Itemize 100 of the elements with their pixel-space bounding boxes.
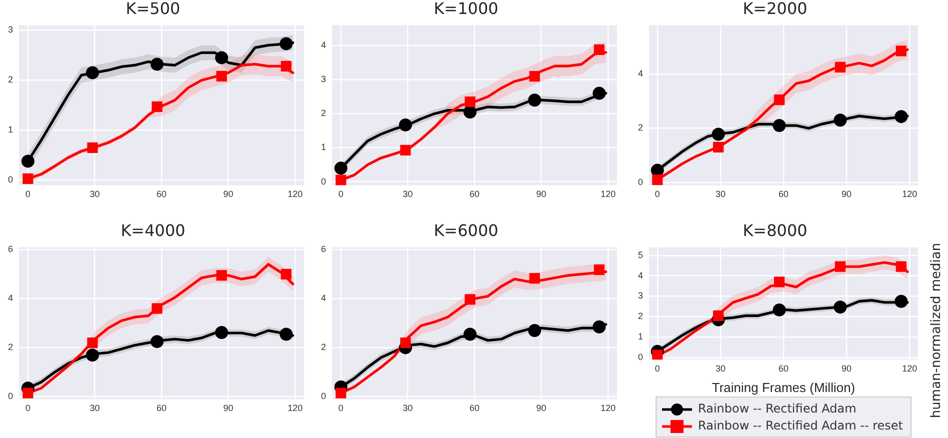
chart-title: K=1000 (434, 0, 498, 18)
x-tick-label: 120 (600, 403, 616, 414)
point (772, 119, 786, 132)
point (592, 320, 606, 334)
point (280, 60, 292, 72)
point (86, 348, 99, 362)
x-tick-label: 30 (90, 403, 100, 414)
y-tick-label: 0 (320, 391, 326, 402)
point (896, 46, 906, 56)
x-tick-label: 60 (469, 189, 480, 200)
y-tick-label: 4 (320, 293, 326, 304)
point (280, 37, 293, 50)
chart-title: K=6000 (434, 220, 498, 240)
x-tick-label: 30 (715, 189, 726, 200)
y-tick-label: 1 (8, 124, 14, 135)
legend-label: Rainbow -- Rectified Adam -- reset (698, 418, 904, 433)
x-tick-label: 90 (223, 189, 234, 200)
point (400, 144, 411, 156)
x-tick-label: 30 (90, 189, 100, 200)
point (87, 142, 98, 154)
x-tick-label: 60 (156, 403, 167, 414)
chart-title: K=2000 (742, 0, 808, 18)
x-tick-label: 120 (600, 189, 616, 200)
point (894, 110, 908, 124)
y-tick-label: 2 (638, 311, 644, 322)
point (529, 70, 540, 82)
x-tick-label: 120 (288, 403, 303, 414)
y-tick-label: 6 (320, 244, 326, 254)
y-tick-label: 2 (8, 342, 14, 352)
point (464, 96, 476, 108)
y-tick-label: 0 (638, 352, 644, 362)
point (22, 173, 34, 184)
point (528, 94, 542, 107)
x-tick-label: 30 (402, 189, 413, 200)
point (22, 388, 34, 398)
point (398, 118, 412, 132)
point (152, 101, 162, 112)
point (834, 114, 847, 127)
x-tick-label: 90 (223, 403, 234, 414)
point (834, 300, 847, 314)
x-tick-label: 120 (902, 363, 918, 374)
y-tick-label: 6 (8, 244, 14, 254)
point (834, 261, 846, 272)
y-tick-label: 3 (8, 24, 14, 35)
x-tick-label: 120 (288, 189, 303, 200)
y-tick-label: 1 (320, 142, 326, 152)
point (216, 70, 227, 82)
y-tick-label: 4 (8, 293, 14, 304)
point (400, 338, 411, 348)
point (334, 162, 348, 175)
x-tick-label: 60 (469, 403, 480, 414)
y-axis-title: human-normalized median (928, 242, 944, 418)
y-tick-label: 0 (638, 176, 644, 187)
chart-title: K=4000 (120, 220, 186, 240)
point (834, 62, 846, 73)
point (712, 128, 725, 141)
x-tick-label: 30 (402, 403, 413, 414)
y-tick-label: 2 (320, 108, 326, 118)
point (280, 268, 292, 280)
point (336, 388, 346, 398)
x-tick-label: 90 (536, 403, 546, 414)
x-tick-label: 0 (338, 403, 344, 414)
point (594, 264, 604, 276)
point (215, 51, 228, 64)
point (774, 276, 785, 288)
y-tick-label: 2 (320, 342, 326, 352)
x-axis-title: Training Frames (Million) (712, 380, 856, 395)
y-tick-label: 2 (638, 122, 644, 133)
x-tick-label: 0 (25, 189, 30, 200)
x-tick-label: 60 (156, 189, 167, 200)
point (528, 324, 542, 338)
point (529, 273, 540, 284)
point (713, 142, 724, 153)
x-tick-label: 60 (778, 363, 789, 374)
point (150, 335, 164, 348)
legend-label: Rainbow -- Rectified Adam (698, 402, 856, 416)
point (86, 66, 99, 80)
y-tick-label: 3 (638, 290, 644, 301)
point (215, 326, 228, 340)
point (21, 154, 34, 168)
x-tick-label: 90 (842, 189, 852, 200)
point (774, 94, 785, 106)
chart-title: K=8000 (742, 220, 808, 240)
x-tick-label: 90 (536, 189, 546, 200)
y-tick-label: 5 (638, 250, 644, 260)
y-tick-label: 1 (638, 332, 644, 342)
point (152, 303, 162, 314)
y-tick-label: 0 (320, 176, 326, 186)
x-tick-label: 0 (25, 403, 30, 414)
y-tick-label: 4 (638, 270, 644, 280)
point (280, 328, 293, 341)
y-tick-label: 4 (320, 40, 326, 50)
point (216, 270, 227, 281)
point (772, 303, 786, 316)
point (592, 86, 606, 100)
x-tick-label: 120 (902, 189, 918, 200)
point (336, 174, 346, 186)
point (464, 106, 477, 119)
point (464, 328, 477, 341)
y-tick-label: 0 (8, 174, 14, 185)
